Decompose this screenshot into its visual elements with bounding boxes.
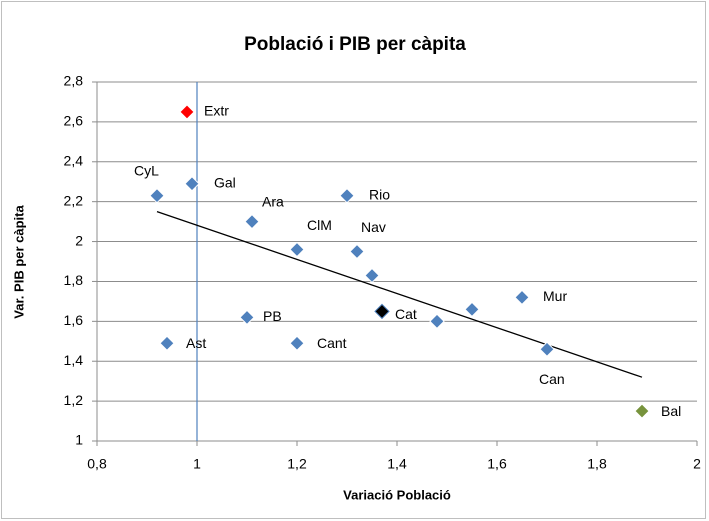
x-tick-label: 1,6 — [487, 456, 507, 472]
point-label: Cant — [317, 335, 347, 351]
point — [514, 289, 530, 306]
x-tick-label: 2 — [693, 456, 701, 472]
point-label: Cat — [395, 306, 417, 322]
point — [159, 335, 175, 351]
x-axis-label: Variació Població — [343, 487, 451, 502]
point-label: CyL — [134, 162, 159, 178]
point — [289, 335, 305, 351]
x-tick-label: 1 — [193, 456, 201, 472]
y-tick-label: 1,4 — [64, 352, 84, 368]
point — [244, 213, 260, 230]
y-tick-label: 2 — [75, 232, 83, 248]
point — [349, 243, 365, 260]
point — [364, 267, 380, 284]
y-axis-label: Var. PIB per càpita — [11, 205, 26, 319]
point — [539, 341, 555, 357]
x-tick-label: 1,4 — [387, 456, 407, 472]
point — [184, 176, 200, 192]
point — [149, 187, 165, 204]
point — [339, 187, 355, 204]
point-label: Bal — [661, 403, 681, 419]
point-label: Ast — [186, 335, 206, 351]
y-tick-label: 2,4 — [64, 152, 84, 168]
y-tick-label: 1,2 — [64, 392, 84, 408]
point-label: Rio — [369, 186, 390, 202]
point-label: Nav — [361, 219, 386, 235]
y-tick-label: 1,8 — [64, 272, 84, 288]
trend-line — [156, 211, 643, 378]
chart-title: Població i PIB per càpita — [244, 34, 466, 55]
point — [634, 403, 650, 419]
point-label: Mur — [543, 288, 567, 304]
point-label: Can — [539, 371, 565, 387]
point — [289, 241, 305, 258]
point-label: Gal — [214, 174, 236, 190]
x-tick-label: 1,2 — [287, 456, 307, 472]
point-label: ClM — [307, 217, 332, 233]
point-label: PB — [263, 308, 282, 324]
y-tick-label: 1 — [75, 432, 83, 448]
point — [429, 313, 445, 330]
point — [374, 303, 390, 320]
point-label: Extr — [204, 103, 229, 119]
point — [464, 301, 480, 318]
y-tick-label: 2,6 — [64, 113, 84, 129]
point-label: Ara — [262, 193, 284, 209]
x-tick-label: 1,8 — [587, 456, 607, 472]
point — [239, 309, 255, 326]
x-tick-label: 0,8 — [87, 456, 107, 472]
point — [179, 104, 195, 120]
y-tick-label: 1,6 — [64, 312, 84, 328]
y-tick-label: 2,2 — [64, 192, 84, 208]
y-tick-label: 2,8 — [64, 73, 84, 89]
